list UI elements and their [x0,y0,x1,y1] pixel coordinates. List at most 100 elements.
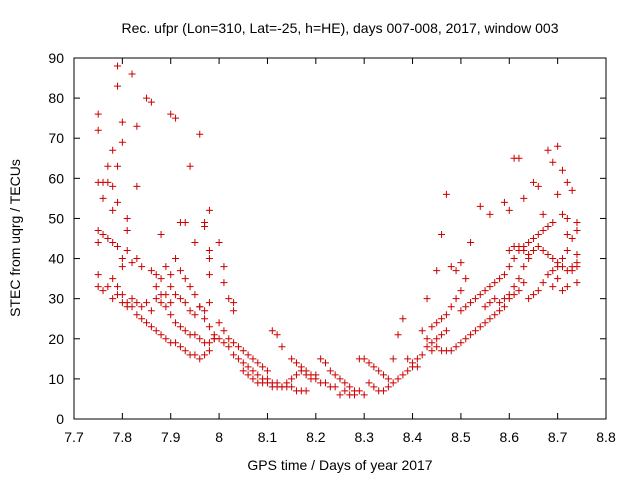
x-axis-ticks: 7.7 7.8 7.9 8 8.1 8.2 8.3 8.4 8.5 8.6 8.7 8.8 [64,58,616,445]
data-point [563,267,571,275]
x-tick-label: 8.5 [451,429,471,445]
data-point [143,319,151,327]
data-point [118,118,126,126]
data-point [534,287,542,295]
data-point [278,343,286,351]
data-point [138,263,146,271]
data-point [152,295,160,303]
data-point [510,283,518,291]
data-point [172,114,180,122]
data-point [268,327,276,335]
data-point [389,355,397,363]
x-tick-label: 8 [215,429,223,445]
data-point [94,126,102,134]
data-point [147,267,155,275]
data-point [418,327,426,335]
data-point [152,283,160,291]
data-point [167,299,175,307]
x-tick-label: 8.3 [354,429,374,445]
data-point [346,383,354,391]
data-point [529,247,537,255]
data-point [544,251,552,259]
data-point [491,295,499,303]
data-point [558,166,566,174]
data-point [205,347,213,355]
y-tick-label: 10 [48,371,64,387]
y-axis-label: STEC from uqrg / TECUs [7,159,23,317]
data-point [321,359,329,367]
data-point [549,158,557,166]
data-point [539,247,547,255]
data-point [205,323,213,331]
data-point [384,383,392,391]
data-point [288,355,296,363]
data-point [360,355,368,363]
x-tick-label: 8.2 [306,429,326,445]
data-point [544,271,552,279]
data-point [355,387,363,395]
data-point [554,259,562,267]
data-point [123,247,131,255]
data-point [549,218,557,226]
data-point [201,315,209,323]
data-point [568,186,576,194]
data-point [568,263,576,271]
data-point [167,283,175,291]
data-point [143,94,151,102]
data-point [573,279,581,287]
data-point [554,275,562,283]
x-tick-label: 7.9 [161,429,181,445]
data-point [486,299,494,307]
data-point [278,383,286,391]
data-point [438,315,446,323]
data-point [476,323,484,331]
data-point [529,291,537,299]
data-point [558,210,566,218]
data-point [496,275,504,283]
data-point [172,319,180,327]
data-point [563,178,571,186]
data-point [109,239,117,247]
data-point [201,351,209,359]
data-point [162,335,170,343]
data-point [186,162,194,170]
data-point [191,331,199,339]
data-point [549,267,557,275]
data-point [123,299,131,307]
data-point [525,239,533,247]
data-point [428,339,436,347]
data-point [515,243,523,251]
data-point [457,339,465,347]
data-point [196,303,204,311]
data-point [249,375,257,383]
data-point [104,178,112,186]
data-point [167,110,175,118]
data-point [94,271,102,279]
data-point [423,295,431,303]
x-tick-label: 8.1 [258,429,278,445]
data-point [476,202,484,210]
data-point [563,247,571,255]
data-point [375,367,383,375]
data-point [109,295,117,303]
data-point [481,287,489,295]
data-point [418,351,426,359]
data-point [205,271,213,279]
data-point [167,271,175,279]
data-point [263,379,271,387]
data-point [471,295,479,303]
data-point [433,335,441,343]
x-axis-label: GPS time / Days of year 2017 [247,457,432,473]
plot-frame [73,57,607,420]
data-point [558,263,566,271]
data-point [157,299,165,307]
data-point [452,267,460,275]
data-point [438,331,446,339]
data-point [225,343,233,351]
data-point [104,162,112,170]
data-point [558,255,566,263]
data-point [442,311,450,319]
data-point [147,98,155,106]
data-point [181,218,189,226]
data-point [172,339,180,347]
